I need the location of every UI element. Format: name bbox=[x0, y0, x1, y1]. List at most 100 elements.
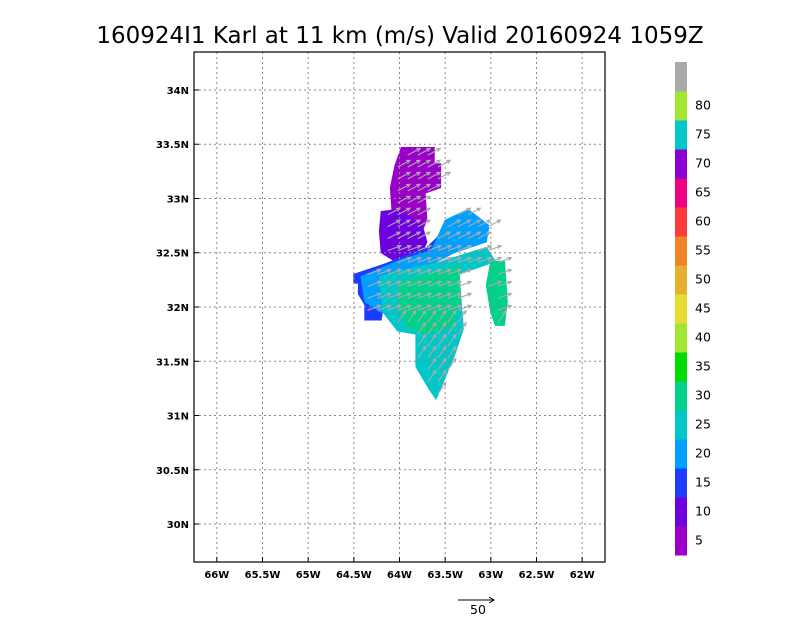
wind-vector bbox=[377, 269, 391, 275]
wind-vector-head bbox=[405, 171, 412, 176]
wind-vector-head bbox=[376, 304, 382, 309]
colorbar-swatch bbox=[675, 468, 687, 498]
wind-vector-head bbox=[442, 357, 447, 363]
wind-vector bbox=[417, 219, 431, 228]
x-tick-label: 65.5W bbox=[245, 570, 281, 581]
wind-vector bbox=[437, 159, 451, 168]
wind-vector bbox=[417, 281, 432, 287]
wind-vector-head bbox=[487, 256, 493, 261]
wind-vector bbox=[387, 245, 401, 252]
wind-vector-head bbox=[436, 304, 443, 309]
wind-vector-head bbox=[502, 309, 507, 315]
colorbar-swatch bbox=[675, 294, 687, 324]
wind-vector-head bbox=[457, 292, 463, 297]
wind-vector bbox=[497, 257, 512, 264]
wind-vector bbox=[457, 231, 471, 240]
wind-vector bbox=[437, 257, 452, 264]
wind-vector-head bbox=[406, 268, 413, 273]
wind-vector bbox=[417, 171, 431, 180]
wind-vector bbox=[387, 269, 401, 275]
wind-vector-head bbox=[436, 159, 442, 165]
wind-vector-head bbox=[442, 321, 447, 327]
colorbar-label: 10 bbox=[695, 504, 711, 519]
wind-vector-head bbox=[426, 159, 432, 165]
wind-vector-head bbox=[386, 268, 392, 273]
colorbar-label: 65 bbox=[695, 185, 711, 200]
x-tick-label: 62.5W bbox=[519, 570, 555, 581]
wind-vector-head bbox=[467, 244, 473, 249]
colorbar-swatch bbox=[675, 265, 687, 295]
wind-vector bbox=[417, 269, 432, 275]
wind-vector bbox=[397, 231, 411, 240]
wind-vector-head bbox=[476, 207, 482, 212]
colorbar-swatch bbox=[675, 207, 687, 237]
wind-vector bbox=[387, 304, 401, 311]
wind-vector-head bbox=[395, 207, 402, 212]
wind-vector bbox=[487, 219, 501, 228]
wind-vector bbox=[437, 346, 447, 359]
wind-vector bbox=[387, 231, 401, 240]
wind-vector-head bbox=[416, 219, 422, 224]
wind-vector bbox=[457, 304, 472, 311]
wind-vector bbox=[427, 148, 441, 156]
wind-vector-head bbox=[422, 345, 427, 351]
wind-vector-head bbox=[436, 256, 443, 261]
colorbar-swatch bbox=[675, 236, 687, 266]
colorbar: 5 10 15 20 25 30 35 40 45 50 55 60 65 70 75 80 bbox=[675, 62, 711, 556]
wind-vector-head bbox=[426, 207, 432, 212]
colorbar-label: 30 bbox=[695, 388, 711, 403]
wind-vector bbox=[387, 292, 401, 299]
wind-vector-head bbox=[446, 304, 453, 309]
wind-vector-head bbox=[416, 244, 423, 249]
wind-vector bbox=[407, 310, 417, 323]
wind-vector bbox=[427, 257, 442, 264]
wind-vector bbox=[387, 219, 401, 228]
wind-vector bbox=[457, 281, 472, 287]
wind-vector-head bbox=[416, 268, 423, 273]
wind-vector bbox=[437, 231, 451, 240]
wind-vector-head bbox=[436, 292, 443, 297]
wind-vector bbox=[437, 370, 447, 383]
wind-vector-head bbox=[436, 244, 443, 249]
wind-vector-head bbox=[426, 147, 432, 153]
colorbar-label: 40 bbox=[695, 330, 711, 345]
wind-vector-head bbox=[507, 280, 513, 285]
colorbar-swatch bbox=[675, 323, 687, 353]
wind-vector-head bbox=[405, 159, 412, 165]
wind-vector-head bbox=[446, 244, 453, 249]
wind-vector bbox=[447, 346, 457, 359]
wind-vector bbox=[417, 304, 432, 311]
wind-vector-head bbox=[405, 183, 412, 188]
wind-vector-head bbox=[386, 280, 392, 285]
wind-vector bbox=[457, 310, 467, 323]
wind-vector bbox=[427, 304, 442, 311]
colorbar-label: 45 bbox=[695, 301, 711, 316]
colorbar-swatch bbox=[675, 149, 687, 179]
wind-vector bbox=[417, 245, 432, 252]
wind-vector-head bbox=[412, 309, 417, 315]
wind-vector bbox=[417, 195, 431, 204]
wind-vector-head bbox=[442, 309, 447, 315]
wind-vector bbox=[397, 245, 411, 252]
wind-vector bbox=[497, 269, 512, 275]
wind-vector bbox=[437, 245, 452, 252]
wind-vector bbox=[407, 148, 421, 156]
wind-vector-head bbox=[396, 304, 403, 309]
wind-vector bbox=[427, 310, 437, 323]
wind-vector bbox=[417, 322, 427, 335]
wind-vector bbox=[407, 171, 421, 180]
wind-vector-head bbox=[476, 219, 482, 224]
y-tick-label: 30.5N bbox=[156, 466, 189, 477]
axes: 66W 65.5W 65W 64.5W 64W 63.5W 63W 62.5W 62W 30N 30… bbox=[156, 86, 595, 581]
wind-vector-head bbox=[432, 369, 437, 375]
y-tick-label: 34N bbox=[167, 86, 189, 97]
wind-vector bbox=[397, 292, 411, 299]
reference-label: 50 bbox=[470, 602, 486, 617]
wind-vector-head bbox=[416, 292, 423, 297]
wind-vector bbox=[447, 281, 462, 287]
wind-vector bbox=[457, 245, 472, 252]
wind-vector bbox=[397, 159, 411, 168]
colorbar-label: 5 bbox=[695, 533, 703, 548]
wind-vector bbox=[487, 245, 502, 252]
colorbar-swatch bbox=[675, 497, 687, 527]
